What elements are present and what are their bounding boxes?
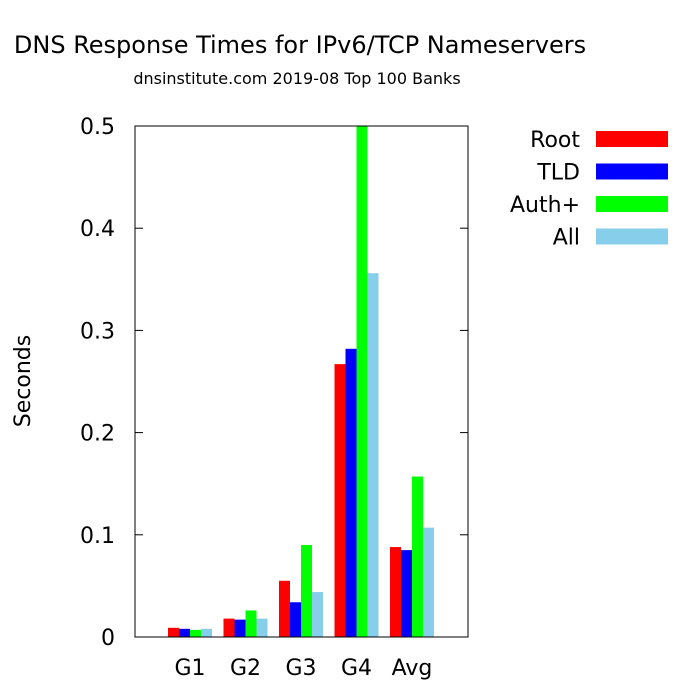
y-tick-label: 0.3 [80, 319, 115, 344]
x-tick-labels: G1 G2 G3 G4 Avg [174, 656, 432, 681]
bar-all-avg [423, 527, 434, 637]
legend-swatch [596, 131, 668, 147]
legend-label: All [553, 226, 580, 251]
legend-label: TLD [536, 161, 580, 186]
x-tick-label: Avg [392, 656, 433, 681]
y-axis-label: Seconds [11, 335, 36, 427]
legend-label: Auth+ [510, 193, 580, 218]
bar-auth-avg [412, 476, 423, 637]
x-tick-label: G4 [341, 656, 372, 681]
bar-auth-g1 [190, 629, 201, 637]
bar-all-g4 [367, 273, 379, 637]
bar-auth-g4 [356, 126, 368, 637]
x-tick-label: G1 [174, 656, 205, 681]
legend-swatch [596, 228, 668, 245]
legend-label: Root [530, 128, 580, 153]
x-tick-label: G2 [230, 656, 261, 681]
legend: Root TLD Auth+ All [510, 128, 668, 251]
bars-layer [168, 126, 434, 637]
bar-all-g1 [201, 628, 212, 637]
legend-swatch [596, 196, 668, 212]
plot-frame [134, 125, 469, 638]
bar-root-avg [390, 547, 401, 637]
bar-tld-g3 [290, 602, 301, 637]
y-tick-label: 0.1 [80, 524, 115, 549]
y-tick-label: 0.4 [80, 217, 115, 242]
x-tick-label: G3 [285, 656, 316, 681]
bar-all-g2 [256, 618, 268, 637]
y-tick-label: 0.2 [80, 422, 115, 447]
bar-tld-g1 [179, 628, 190, 637]
chart-subtitle: dnsinstitute.com 2019-08 Top 100 Banks [133, 69, 460, 88]
bar-root-g1 [168, 627, 179, 637]
bar-auth-g2 [245, 610, 257, 637]
bar-tld-g4 [345, 348, 357, 637]
legend-swatch [596, 163, 668, 180]
bar-auth-g3 [301, 545, 312, 637]
y-tick-label: 0 [101, 626, 115, 651]
chart-title: DNS Response Times for IPv6/TCP Nameserv… [14, 31, 586, 59]
bar-tld-g2 [234, 619, 246, 637]
y-tick-label: 0.5 [80, 115, 115, 140]
bar-tld-avg [401, 550, 412, 637]
bar-root-g4 [334, 364, 346, 637]
bar-root-g3 [279, 580, 290, 637]
y-ticks: 0 0.1 0.2 0.3 0.4 0.5 [80, 115, 468, 651]
bar-root-g2 [223, 618, 235, 637]
bar-all-g3 [312, 592, 323, 637]
